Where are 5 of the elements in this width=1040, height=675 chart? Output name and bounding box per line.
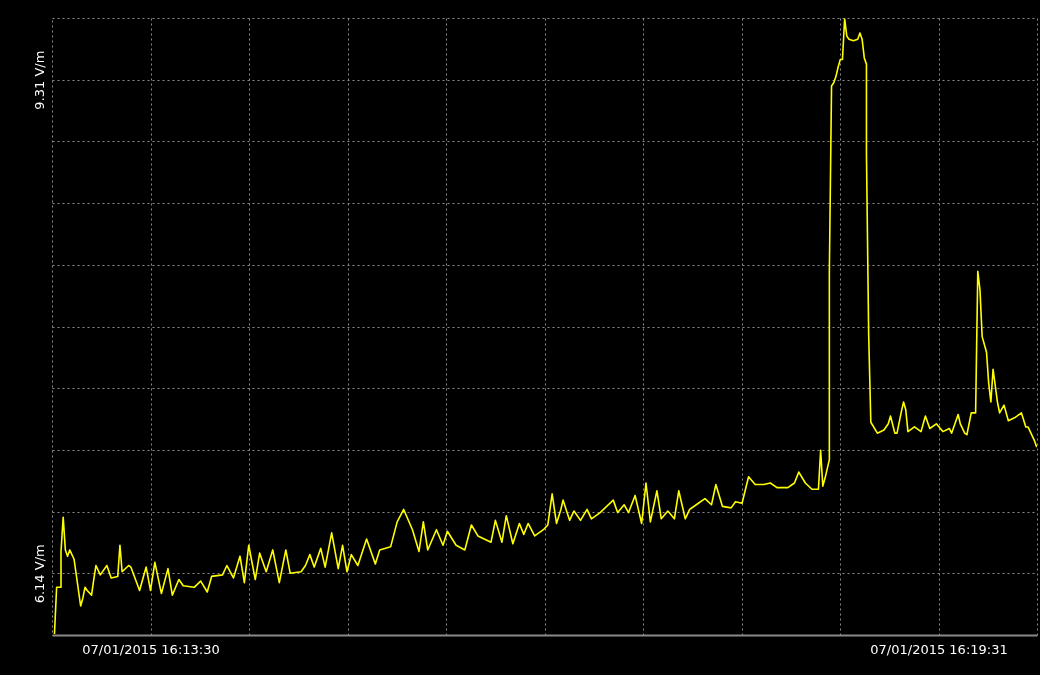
line-series [53, 18, 1037, 635]
y-tick-label: 6.14 V/m [31, 544, 47, 604]
y-tick-label: 9.31 V/m [31, 50, 47, 110]
x-tick-label: 07/01/2015 16:19:31 [870, 641, 1008, 657]
x-tick-label: 07/01/2015 16:13:30 [82, 641, 220, 657]
